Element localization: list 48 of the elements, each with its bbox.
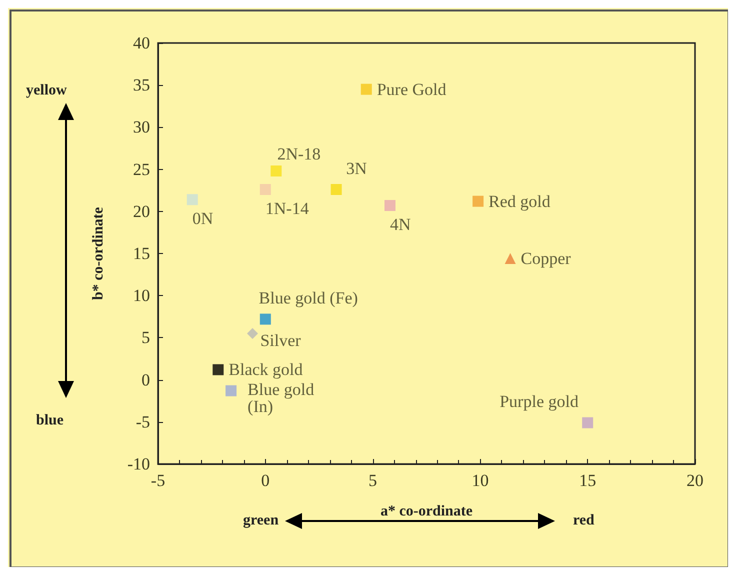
x-tick-label: 10 bbox=[472, 471, 489, 490]
text: green bbox=[243, 512, 280, 528]
point bbox=[226, 385, 237, 396]
point bbox=[260, 184, 271, 196]
point bbox=[247, 328, 258, 339]
point bbox=[384, 200, 396, 212]
series-label: Blue gold (Fe) bbox=[258, 288, 358, 308]
x-tick-label: 15 bbox=[579, 471, 596, 490]
series-label: Blue gold (In) bbox=[248, 380, 318, 416]
y-tick-label: -5 bbox=[136, 412, 150, 432]
x-axis-title: a* co-ordinate bbox=[380, 504, 473, 520]
series-label: 3N bbox=[346, 159, 367, 178]
series-label: 4N bbox=[390, 215, 411, 234]
point bbox=[186, 194, 198, 206]
point bbox=[330, 184, 342, 196]
point bbox=[504, 253, 516, 264]
y-tick-label: 40 bbox=[133, 34, 150, 52]
x-tick-label: 0 bbox=[261, 471, 270, 490]
series-label: Silver bbox=[260, 330, 302, 350]
y-tick-label: 30 bbox=[133, 118, 150, 137]
series-label: Purple gold bbox=[500, 392, 579, 412]
y-tick-label: 10 bbox=[133, 286, 150, 306]
series-label: 2N-18 bbox=[277, 144, 321, 164]
point bbox=[360, 84, 372, 95]
y-tick-label: 25 bbox=[133, 160, 150, 179]
y-tick-label: 0 bbox=[142, 370, 150, 390]
text: blue bbox=[36, 412, 64, 428]
point bbox=[270, 165, 282, 176]
y-tick-label: 15 bbox=[133, 244, 150, 263]
series-label: 0N bbox=[192, 209, 214, 228]
series-label: Copper bbox=[520, 249, 572, 268]
series-label: Black gold bbox=[228, 360, 304, 380]
y-axis-title: b* co-ordinate bbox=[90, 206, 106, 300]
series-label: Red gold bbox=[488, 192, 551, 211]
y-tick-label: 20 bbox=[133, 202, 150, 221]
series-label: 1N-14 bbox=[265, 199, 310, 218]
text: red bbox=[573, 512, 596, 528]
x-tick-label: 20 bbox=[686, 471, 704, 490]
series-label: Pure Gold bbox=[376, 80, 447, 99]
text: yellow bbox=[26, 82, 67, 98]
point bbox=[212, 364, 224, 376]
y-tick-label: 5 bbox=[142, 328, 150, 348]
x-tick-label: 5 bbox=[368, 471, 378, 490]
point bbox=[260, 314, 271, 325]
point bbox=[472, 196, 484, 207]
y-tick-label: -10 bbox=[127, 454, 150, 474]
y-tick-label: 35 bbox=[133, 76, 150, 95]
point bbox=[582, 417, 594, 428]
